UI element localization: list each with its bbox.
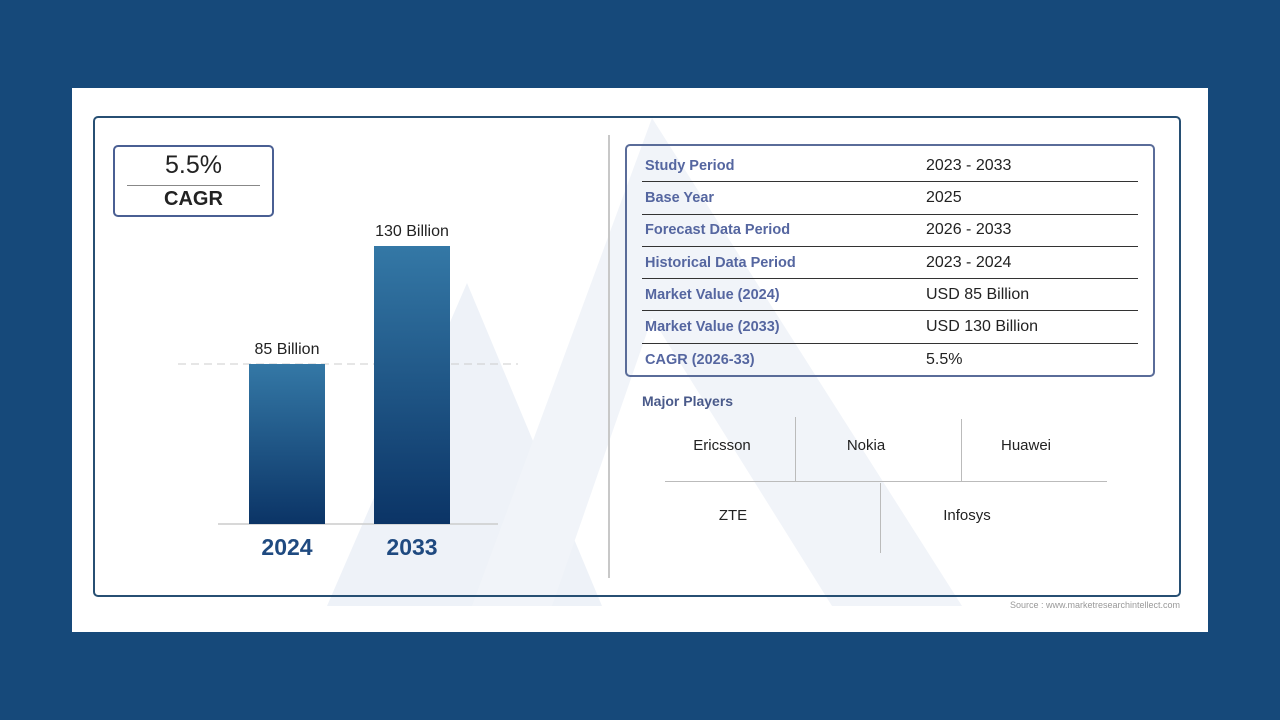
row-label: Study Period <box>645 157 735 174</box>
bar-2033 <box>374 246 450 524</box>
player-zte: ZTE <box>718 507 748 524</box>
row-label: Market Value (2024) <box>645 286 780 303</box>
row-value: USD 130 Billion <box>926 318 1039 336</box>
source-credit: Source : www.marketresearchintellect.com <box>1009 600 1180 610</box>
player-infosys: Infosys <box>943 507 991 524</box>
cagr-divider <box>127 185 260 186</box>
row-value: 2023 - 2033 <box>926 156 1012 174</box>
row-value: USD 85 Billion <box>926 285 1030 303</box>
players-divider <box>795 417 796 481</box>
row-value: 2023 - 2024 <box>926 253 1012 271</box>
player-ericsson: Ericsson <box>693 437 751 454</box>
row-label: Market Value (2033) <box>645 319 780 336</box>
cagr-value: 5.5% <box>165 151 222 179</box>
content-frame <box>93 116 1181 597</box>
infographic-card: 5.5% CAGR 85 Billion 2024 130 Billion 2033 … <box>72 88 1208 632</box>
bar-data-label: 130 Billion <box>375 223 449 240</box>
players-divider <box>880 483 881 553</box>
table-row: Market Value (2024) USD 85 Billion <box>642 279 1138 312</box>
table-row: Market Value (2033) USD 130 Billion <box>642 311 1138 344</box>
table-row: Study Period 2023 - 2033 <box>642 150 1138 183</box>
row-value: 2026 - 2033 <box>926 221 1012 239</box>
category-label: 2033 <box>386 534 437 560</box>
row-label: CAGR (2026-33) <box>645 351 755 368</box>
row-label: Forecast Data Period <box>645 222 791 239</box>
bar-chart: 85 Billion 2024 130 Billion 2033 <box>178 223 518 560</box>
row-value: 2025 <box>926 188 962 206</box>
table-row: Historical Data Period 2023 - 2024 <box>642 247 1138 280</box>
table-row: Forecast Data Period 2026 - 2033 <box>642 215 1138 247</box>
cagr-label: CAGR <box>164 188 223 210</box>
bar-2024 <box>249 364 325 524</box>
row-label: Historical Data Period <box>645 254 796 271</box>
player-nokia: Nokia <box>846 437 886 454</box>
row-value: 5.5% <box>926 350 963 368</box>
table-row: CAGR (2026-33) 5.5% <box>642 344 1138 376</box>
category-label: 2024 <box>261 534 312 560</box>
row-label: Base Year <box>645 189 715 206</box>
table-row: Base Year 2025 <box>642 182 1138 215</box>
cagr-badge: 5.5% CAGR <box>113 145 274 217</box>
bar-data-label: 85 Billion <box>255 341 320 358</box>
watermark-logo <box>327 118 962 606</box>
major-players-title: Major Players <box>642 393 734 409</box>
players-divider <box>961 419 962 481</box>
player-huawei: Huawei <box>1000 437 1052 454</box>
players-divider <box>665 481 1107 482</box>
report-summary-table: Study Period 2023 - 2033 Base Year 2025 Fore… <box>625 144 1155 377</box>
vertical-divider <box>608 135 610 578</box>
